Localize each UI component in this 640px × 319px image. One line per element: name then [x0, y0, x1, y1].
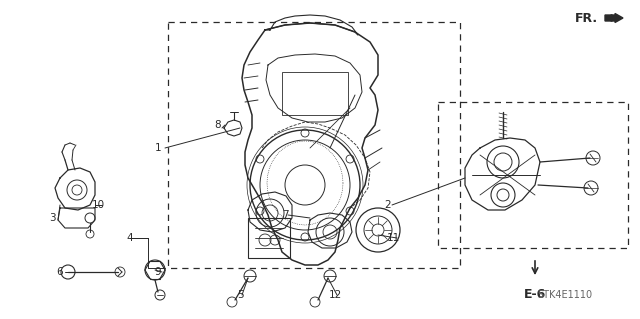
Text: 8: 8 [214, 120, 221, 130]
Bar [282, 72, 348, 115]
Text: 7: 7 [282, 210, 288, 220]
Text: 5: 5 [237, 290, 243, 300]
Text: 11: 11 [387, 233, 399, 243]
Text: 3: 3 [49, 213, 55, 223]
Bar [168, 22, 460, 268]
Bar [438, 102, 628, 248]
Text: STK4E1110: STK4E1110 [538, 290, 593, 300]
Text: E-6: E-6 [524, 288, 546, 301]
Text: 1: 1 [155, 143, 161, 153]
Text: 9: 9 [155, 267, 161, 277]
Text: 10: 10 [92, 200, 104, 210]
Text: 4: 4 [127, 233, 133, 243]
Text: 6: 6 [57, 267, 63, 277]
Text: 12: 12 [328, 290, 342, 300]
FancyArrow shape [605, 13, 623, 23]
Bar [248, 218, 290, 258]
Text: FR.: FR. [575, 11, 598, 25]
Text: 2: 2 [385, 200, 391, 210]
